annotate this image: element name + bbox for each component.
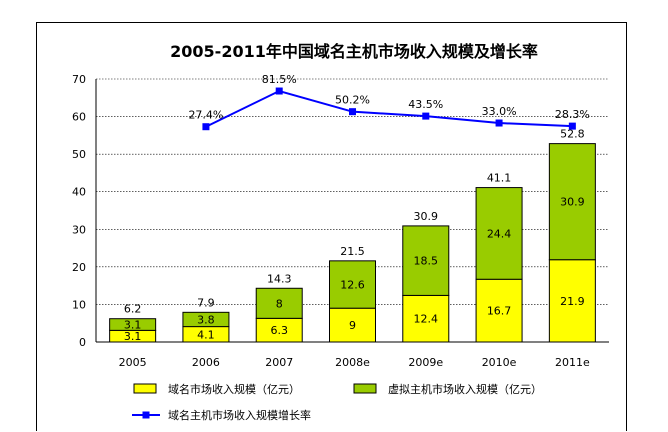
bar-labels: 3.13.1 4.1 3.8 6.3 8 9 12.6 12.4 18.5 16.7 24.4 21.… — [124, 196, 585, 344]
x-tick-label: 2008e — [335, 356, 370, 369]
bar-hosting-label: 30.9 — [560, 196, 585, 209]
y-tick-label: 20 — [72, 261, 86, 274]
growth-label: 81.5% — [262, 73, 297, 86]
bar-total-label: 14.3 — [267, 272, 292, 285]
growth-line: 27.4% 81.5% 50.2% 43.5% 33.0% 28.3% — [188, 73, 590, 131]
bar-domain-label: 12.4 — [414, 313, 439, 326]
growth-line-path — [205, 89, 573, 128]
bar-total-label: 41.1 — [487, 172, 512, 185]
bar-total-label: 7.9 — [197, 296, 215, 309]
bar-hosting-2010e — [475, 187, 523, 280]
x-tick-label: 2010e — [482, 356, 517, 369]
legend-swatch-hosting — [353, 383, 377, 394]
growth-label: 27.4% — [188, 109, 223, 122]
bar-total-label: 52.8 — [560, 128, 585, 141]
legend-label-domain: 域名市场收入规模（亿元） — [168, 382, 300, 396]
bar-hosting-label: 3.8 — [197, 313, 215, 326]
y-tick-label: 30 — [72, 223, 86, 236]
bar-hosting-2009e — [402, 225, 450, 296]
bar-hosting-2011e — [548, 143, 596, 261]
bar-total-label: 30.9 — [414, 210, 439, 223]
legend-swatch-domain — [133, 383, 157, 394]
bar-domain-2009e — [402, 294, 450, 343]
x-tick-label: 2009e — [408, 356, 443, 369]
chart-title: 2005-2011年中国域名主机市场收入规模及增长率 — [170, 42, 538, 61]
bar-hosting-2005 — [109, 318, 157, 331]
growth-marker — [202, 123, 210, 131]
bar-domain-label: 6.3 — [270, 324, 288, 337]
bar-domain-label: 3.1 — [124, 330, 142, 343]
x-tick-label: 2007 — [265, 356, 293, 369]
legend-label-hosting: 虚拟主机市场收入规模（亿元） — [388, 382, 542, 396]
y-tick-label: 50 — [72, 148, 86, 161]
growth-marker — [568, 122, 576, 130]
bar-hosting-label: 12.6 — [340, 279, 365, 292]
growth-label: 43.5% — [408, 98, 443, 111]
legend: 域名市场收入规模（亿元） 虚拟主机市场收入规模（亿元） 域名主机市场收入规模增长率 — [132, 382, 542, 422]
growth-label: 50.2% — [335, 94, 370, 107]
bar-hosting-2006 — [182, 311, 230, 328]
legend-marker-growth — [142, 411, 150, 419]
y-tick-label: 70 — [72, 73, 86, 86]
x-tick-label: 2006 — [192, 356, 220, 369]
legend-label-growth: 域名主机市场收入规模增长率 — [168, 408, 311, 422]
chart-frame — [36, 22, 627, 431]
total-labels: 6.2 7.9 14.3 21.5 30.9 41.1 52.8 — [124, 128, 585, 316]
y-tick-label: 10 — [72, 298, 86, 311]
x-axis: 2005 2006 2007 2008e 2009e 2010e 2011e — [96, 341, 609, 369]
growth-marker — [495, 119, 503, 127]
bar-domain-label: 9 — [349, 319, 356, 332]
bar-domain-label: 21.9 — [560, 295, 585, 308]
bar-hosting-label: 18.5 — [414, 255, 439, 268]
bar-domain-2011e — [548, 259, 596, 343]
bar-hosting-label: 24.4 — [487, 227, 512, 240]
bar-total-label: 6.2 — [124, 303, 142, 316]
y-axis: 0 10 20 30 40 50 60 70 — [72, 73, 97, 349]
y-tick-label: 0 — [79, 336, 86, 349]
bar-domain-label: 4.1 — [197, 328, 215, 341]
bar-hosting-label: 3.1 — [124, 319, 142, 332]
x-tick-label: 2011e — [555, 356, 590, 369]
x-tick-label: 2005 — [119, 356, 147, 369]
y-tick-label: 60 — [72, 111, 86, 124]
bar-hosting-2007 — [255, 287, 303, 319]
growth-marker — [349, 108, 356, 116]
y-tick-label: 40 — [72, 186, 86, 199]
bars — [109, 143, 596, 343]
bar-hosting-2008e — [329, 260, 376, 309]
bar-domain-label: 16.7 — [487, 305, 512, 318]
growth-label: 28.3% — [555, 108, 590, 121]
growth-label: 33.0% — [482, 105, 517, 118]
growth-marker — [275, 87, 283, 95]
growth-marker — [422, 112, 430, 120]
bar-domain-2010e — [475, 278, 523, 343]
bar-hosting-label: 8 — [276, 297, 283, 310]
bar-total-label: 21.5 — [340, 245, 365, 258]
